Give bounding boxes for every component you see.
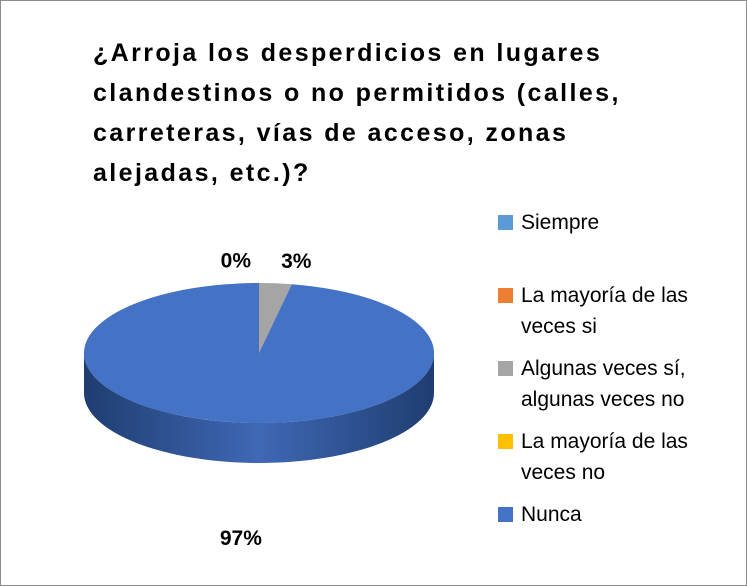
- data-label: 3%: [281, 250, 312, 273]
- pie-slice: [259, 283, 292, 353]
- legend-label: La mayoría de las veces no: [521, 430, 688, 484]
- legend-swatch: [498, 507, 513, 522]
- legend-swatch: [498, 434, 513, 449]
- legend-swatch: [498, 288, 513, 303]
- legend-swatch: [498, 361, 513, 376]
- pie-slice: [84, 283, 435, 423]
- legend-label: Siempre: [521, 211, 600, 234]
- legend-item: Nunca: [498, 499, 726, 530]
- data-label: 97%: [220, 527, 262, 550]
- legend-item: Siempre: [498, 207, 726, 238]
- chart-title: ¿Arroja los desperdicios en lugares clan…: [93, 39, 621, 187]
- legend-swatch: [498, 215, 513, 230]
- data-label: 0%: [221, 250, 252, 273]
- legend-item: La mayoría de las veces si: [498, 280, 726, 342]
- legend-item: La mayoría de las veces no: [498, 426, 726, 488]
- legend-label: La mayoría de las veces si: [521, 284, 688, 338]
- legend-label: Algunas veces sí, algunas veces no: [521, 357, 686, 411]
- pie-side: [84, 353, 434, 463]
- legend-item: Algunas veces sí, algunas veces no: [498, 353, 726, 415]
- legend-label: Nunca: [521, 503, 582, 526]
